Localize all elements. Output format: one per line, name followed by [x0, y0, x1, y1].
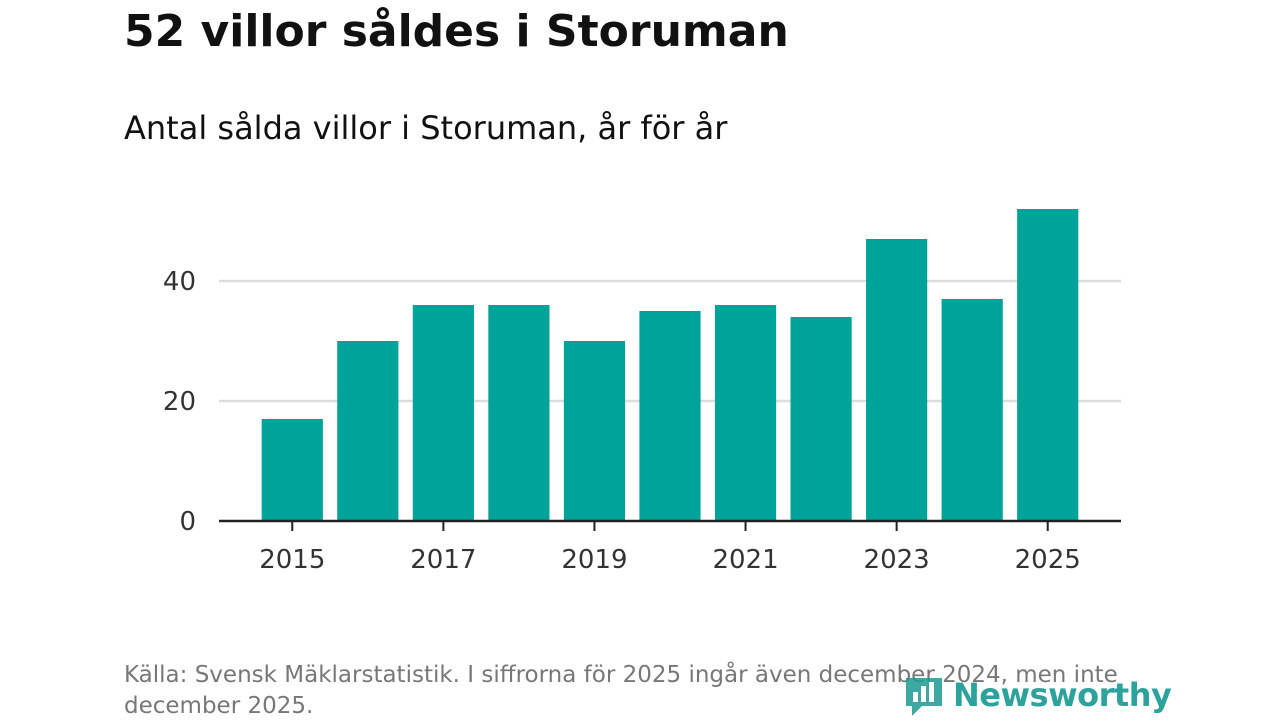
bars	[261, 209, 1079, 521]
x-tick-label: 2017	[410, 545, 476, 575]
y-tick-label: 40	[163, 267, 196, 297]
source-note: Källa: Svensk Mäklarstatistik. I siffror…	[124, 662, 1118, 719]
bar-2019	[563, 341, 626, 521]
chart-subtitle: Antal sålda villor i Storuman, år för år	[124, 109, 728, 147]
chart-title: 52 villor såldes i Storuman	[124, 6, 789, 57]
x-tick-label: 2015	[259, 545, 325, 575]
logo-text: Newsworthy	[953, 676, 1172, 714]
x-tick-label: 2023	[864, 545, 930, 575]
bar-2015	[261, 419, 323, 521]
bar-chart-icon	[906, 678, 942, 716]
x-tick-label: 2021	[712, 545, 778, 575]
bar-2017	[412, 305, 474, 521]
bar-2021	[714, 305, 777, 521]
newsworthy-logo: Newsworthy	[903, 670, 1172, 720]
bar-2023	[866, 239, 928, 521]
bar-2018	[488, 305, 550, 521]
bar-2020	[639, 311, 701, 521]
bar-2022	[790, 317, 852, 521]
y-tick-label: 20	[163, 387, 196, 417]
x-tick-label: 2025	[1015, 545, 1081, 575]
bar-2024	[941, 299, 1003, 521]
axes: 0 20 40 2015 2017 2019 2021 2023 2025	[163, 267, 1121, 575]
x-tick-label: 2019	[561, 545, 627, 575]
bar-chart: 0 20 40 2015 2017 2019 2021 2023 2025	[163, 209, 1121, 575]
bar-2025	[1017, 209, 1079, 521]
y-tick-label: 0	[179, 507, 196, 537]
bar-2016	[337, 341, 399, 521]
